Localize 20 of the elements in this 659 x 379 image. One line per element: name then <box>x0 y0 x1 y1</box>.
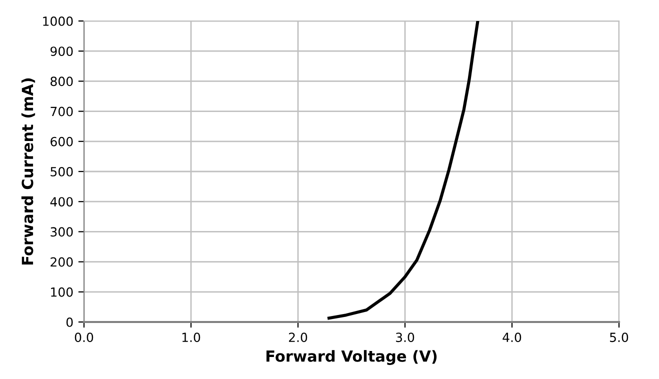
x-tick-label: 0.0 <box>74 332 94 342</box>
line-series <box>328 21 480 320</box>
x-axis-title: Forward Voltage (V) <box>266 350 437 365</box>
y-tick-label: 500 <box>50 166 73 176</box>
y-tick-label: 900 <box>50 46 73 56</box>
y-tick-label: 1000 <box>43 16 73 26</box>
y-tick-label: 100 <box>51 287 73 297</box>
y-tick-label: 400 <box>50 197 73 207</box>
x-tick-label: 4.0 <box>502 332 522 342</box>
y-tick-label: 600 <box>50 136 73 146</box>
y-tick-label: 700 <box>50 106 73 116</box>
y-axis-title: Forward Current (mA) <box>21 78 36 264</box>
y-tick-label: 800 <box>50 76 73 86</box>
y-tick-label: 300 <box>50 227 73 237</box>
x-tick-label: 3.0 <box>396 332 414 342</box>
y-tick-label: 200 <box>50 257 73 267</box>
x-tick-label: 2.0 <box>288 332 308 342</box>
x-tick-label: 1.0 <box>182 332 200 342</box>
y-tick-label: 0 <box>66 317 73 327</box>
x-tick-label: 5.0 <box>610 332 628 342</box>
